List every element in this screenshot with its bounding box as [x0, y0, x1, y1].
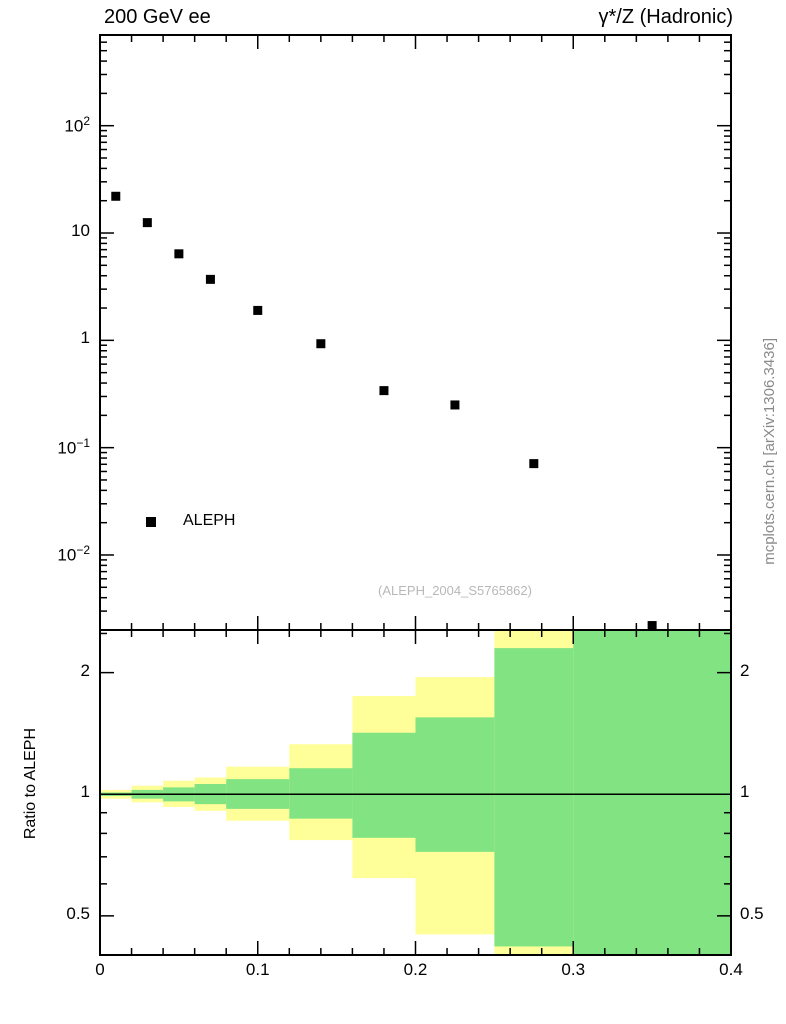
data-point-marker	[205, 274, 215, 284]
inner-uncertainty-bin	[573, 630, 731, 955]
plot-title-right: γ*/Z (Hadronic)	[598, 6, 733, 28]
x-tick-label: 0.1	[245, 960, 270, 979]
x-tick-label: 0	[95, 960, 105, 979]
main-y-tick-label: 1	[80, 328, 90, 348]
ratio-y-tick-label-right: 0.5	[740, 903, 764, 923]
ratio-uncertainty-bands	[100, 630, 731, 955]
data-point-marker	[174, 249, 184, 259]
main-y-tick-label: 102	[64, 113, 90, 136]
mcplots-side-label: mcplots.cern.ch [arXiv:1306.3436]	[760, 338, 778, 565]
ratio-y-tick-label-right: 1	[740, 782, 750, 802]
ratio-y-axis-label: Ratio to ALEPH	[22, 728, 39, 840]
x-tick-label: 0.3	[561, 960, 586, 979]
main-y-tick-label: 10	[71, 221, 90, 241]
data-point-marker	[316, 339, 326, 349]
ratio-panel-frame	[99, 629, 732, 956]
x-tick-label: 0.4	[719, 960, 743, 979]
ratio-y-tick-label-left: 2	[80, 660, 90, 680]
plot-title-left: 200 GeV ee	[104, 6, 211, 28]
main-y-tick-label: 10−1	[57, 435, 90, 458]
data-point-marker	[529, 459, 539, 469]
main-panel-frame	[99, 34, 732, 631]
inner-uncertainty-bin	[494, 648, 574, 947]
data-point-marker	[379, 386, 389, 396]
main-y-tick-label: 10−2	[57, 542, 90, 565]
inner-uncertainty-bin	[352, 732, 416, 838]
data-point-marker	[647, 621, 657, 631]
axis-ticks	[99, 34, 732, 956]
legend-marker-filled-square	[146, 517, 156, 527]
legend-label-aleph: ALEPH	[183, 512, 236, 529]
inner-uncertainty-bin	[415, 717, 495, 852]
data-point-marker	[253, 305, 263, 315]
analysis-watermark: (ALEPH_2004_S5765862)	[378, 583, 532, 598]
inner-uncertainty-band	[100, 630, 731, 955]
ratio-y-tick-label-left: 0.5	[66, 903, 90, 923]
x-tick-label: 0.2	[403, 960, 428, 979]
series-aleph	[111, 191, 657, 631]
data-point-marker	[142, 218, 152, 228]
data-point-marker	[111, 191, 121, 201]
ratio-y-tick-label-left: 1	[80, 782, 90, 802]
ratio-y-tick-label-right: 2	[740, 660, 750, 680]
inner-uncertainty-bin	[289, 768, 353, 819]
data-point-marker	[450, 400, 460, 410]
